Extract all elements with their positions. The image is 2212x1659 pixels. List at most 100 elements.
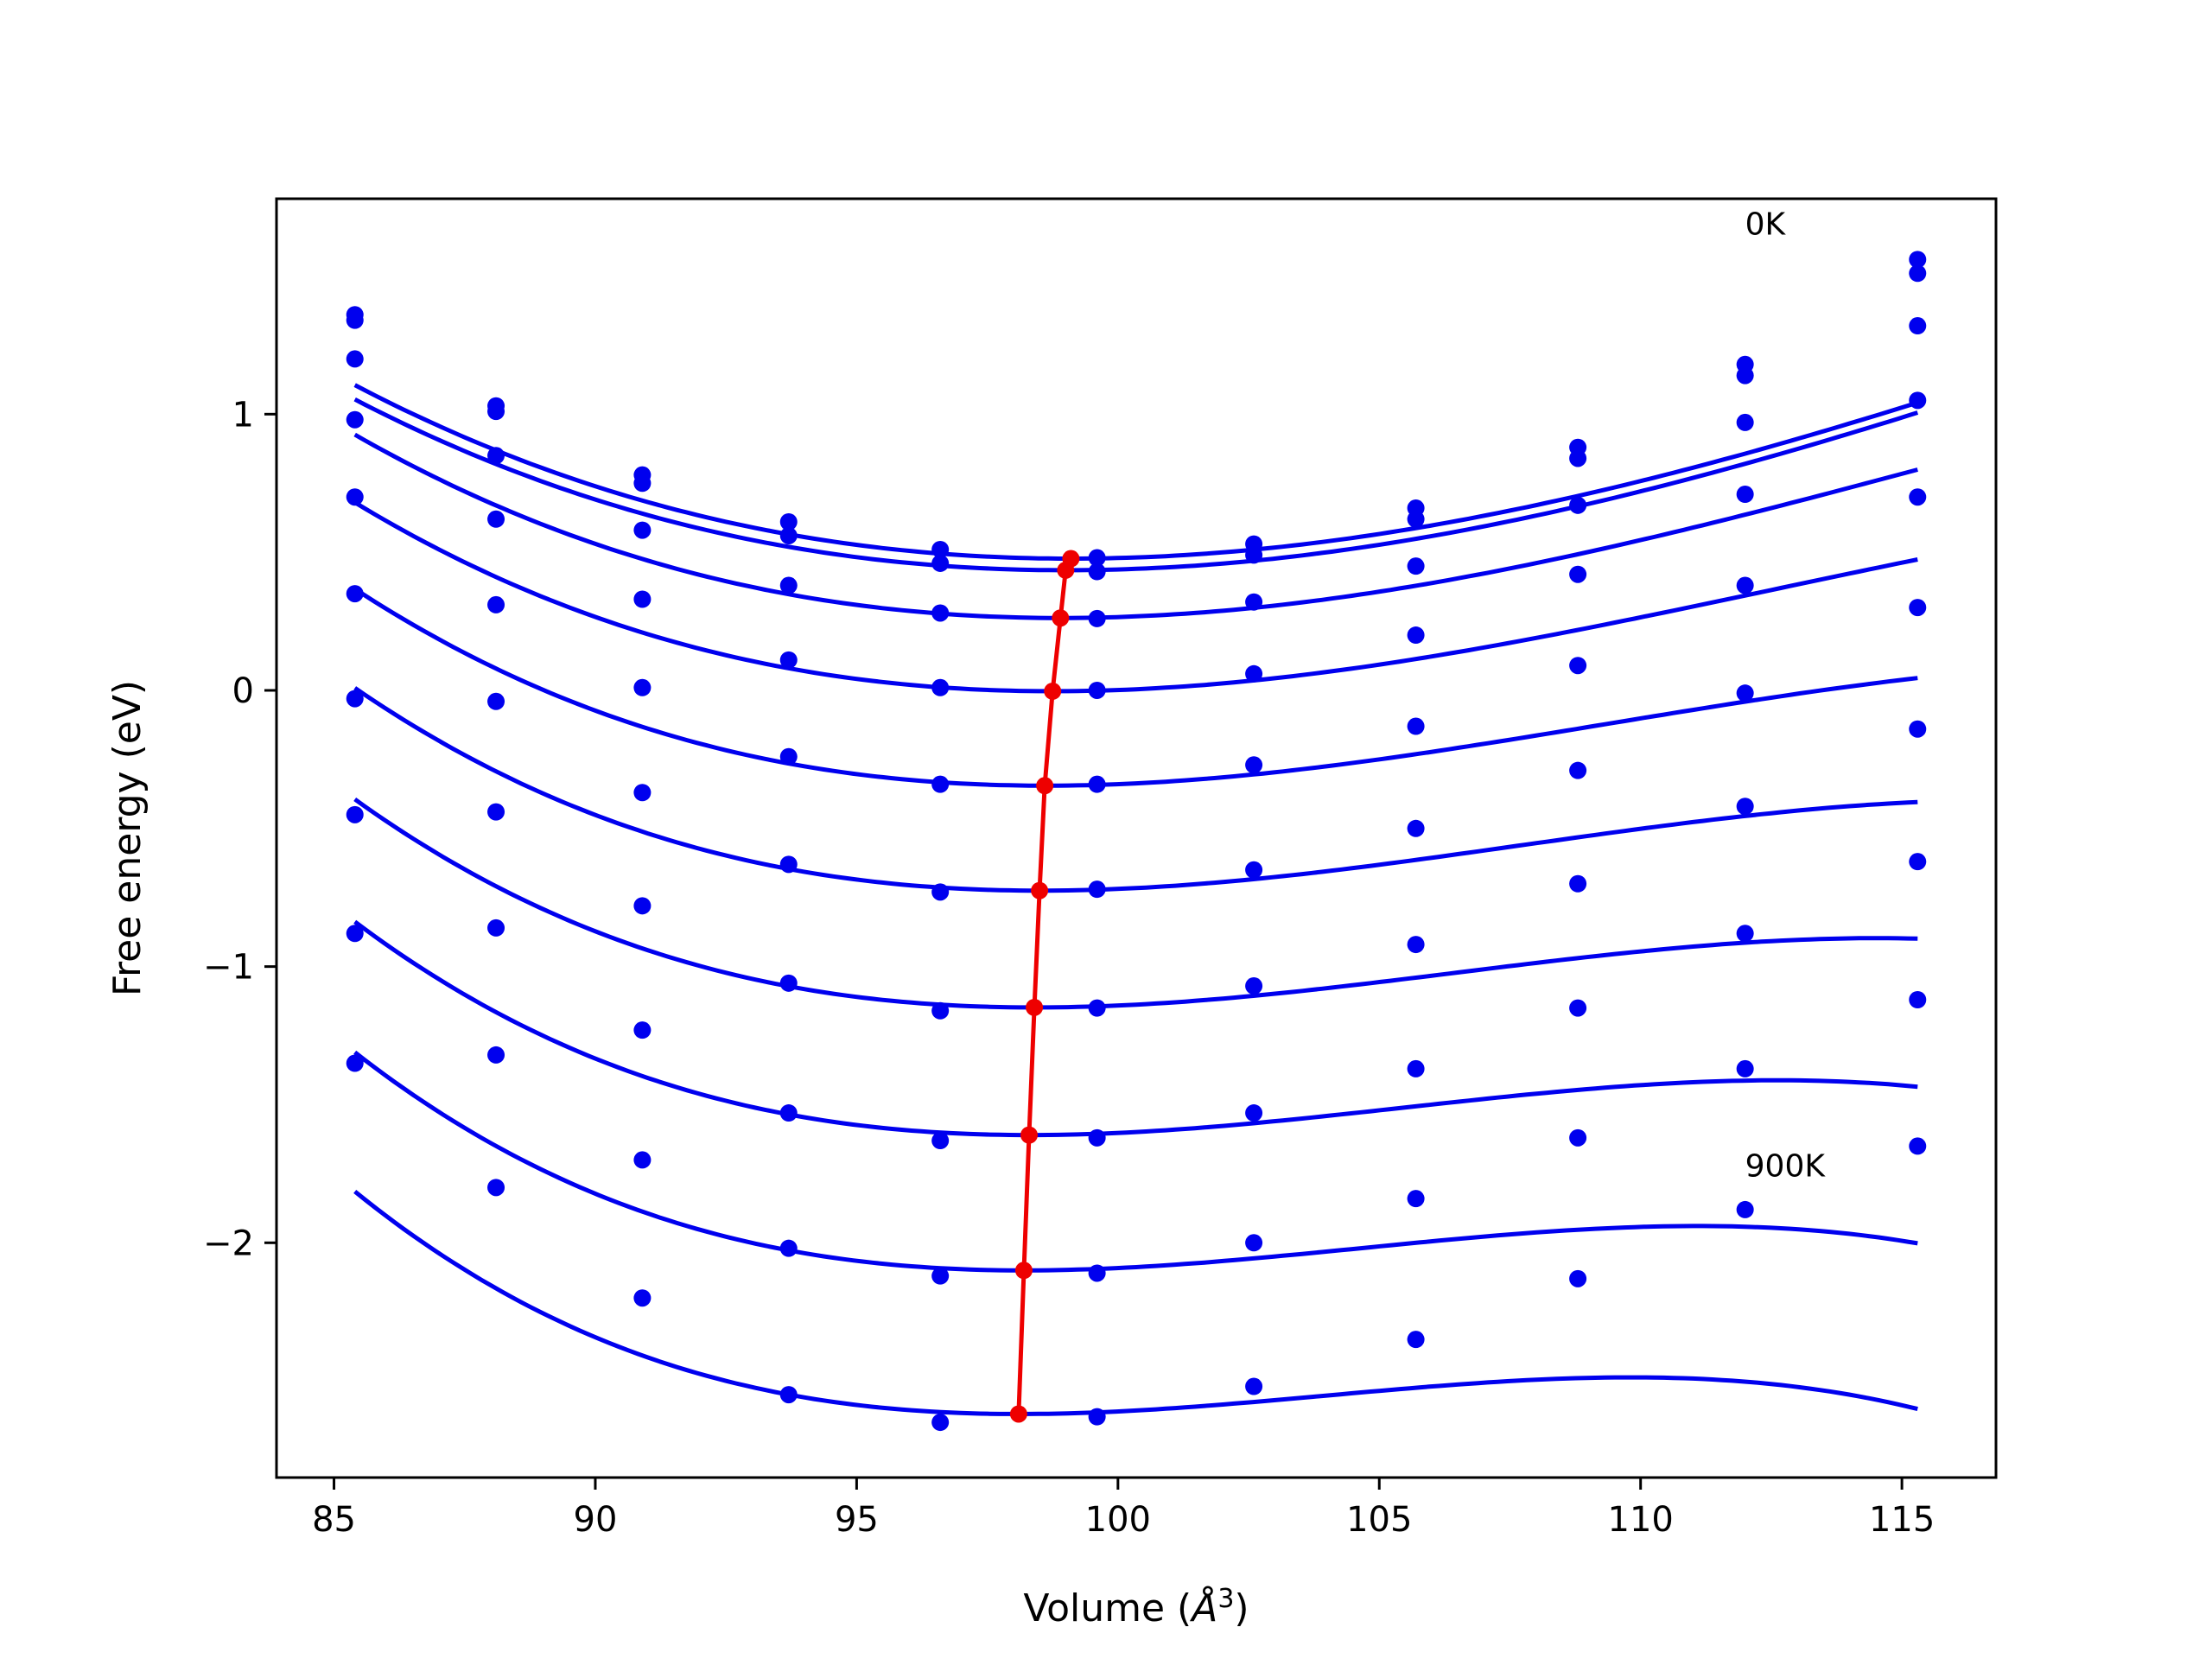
data-point [931, 883, 950, 901]
data-point [1736, 925, 1754, 943]
data-point [633, 1151, 652, 1169]
data-point [487, 1046, 505, 1064]
data-point [346, 350, 364, 368]
minimum-point [1031, 881, 1049, 899]
data-point [1407, 717, 1425, 735]
data-point [633, 1289, 652, 1307]
data-point [1909, 720, 1927, 738]
data-point [1088, 549, 1106, 567]
data-point [1245, 1377, 1263, 1395]
data-point [1569, 999, 1587, 1017]
data-point [1407, 819, 1425, 837]
data-point [487, 803, 505, 821]
annotations: 0K 900K [1745, 207, 1827, 1185]
y-tick-label: −2 [203, 1224, 254, 1263]
data-point [633, 1021, 652, 1039]
x-tick-label: 85 [312, 1500, 356, 1540]
data-point [1736, 366, 1754, 385]
x-tick-label: 95 [835, 1500, 879, 1540]
data-point [487, 1179, 505, 1197]
fit-curve-8 [353, 1050, 1918, 1273]
data-point [487, 447, 505, 465]
data-point [1736, 576, 1754, 594]
x-axis-label: Volume (Å3) [1023, 1584, 1249, 1630]
data-point [779, 1104, 798, 1122]
data-point [633, 897, 652, 915]
data-point [1736, 1059, 1754, 1077]
data-point [633, 784, 652, 802]
fit-curve-0 [353, 383, 1919, 561]
data-point [1407, 510, 1425, 528]
data-point [931, 604, 950, 622]
data-point [1088, 999, 1106, 1017]
data-point [1088, 880, 1106, 899]
data-point [346, 488, 364, 506]
data-point [1909, 1137, 1927, 1155]
data-point [779, 1386, 798, 1404]
data-point [633, 521, 652, 539]
data-point [1909, 990, 1927, 1008]
data-point [1245, 1104, 1263, 1122]
data-point [1909, 391, 1927, 410]
data-point [1909, 317, 1927, 335]
data-point [1909, 251, 1927, 269]
minimum-path-line [1016, 557, 1073, 1414]
minimum-point [1052, 609, 1070, 627]
x-tick-label: 105 [1346, 1500, 1412, 1540]
minimum-point [1020, 1126, 1039, 1144]
minimum-point [1026, 998, 1044, 1016]
data-point [1088, 563, 1106, 581]
minimum-point [1036, 777, 1054, 795]
data-point [346, 410, 364, 429]
data-point [1736, 798, 1754, 816]
data-point [931, 1001, 950, 1020]
data-points [346, 251, 1927, 1432]
data-point [1407, 1331, 1425, 1349]
data-point [779, 512, 798, 531]
minimum-point [1044, 682, 1062, 700]
data-point [346, 1054, 364, 1072]
data-point [1407, 1190, 1425, 1208]
fit-curve-3 [353, 500, 1918, 694]
x-axis-ticks: 85 90 95 100 105 110 115 [312, 1478, 1935, 1540]
data-point [1245, 664, 1263, 683]
data-point [346, 311, 364, 329]
plot-frame [275, 197, 1998, 1479]
fit-curve-9 [353, 1189, 1918, 1417]
data-point [779, 576, 798, 594]
fit-curve-1 [353, 397, 1919, 573]
data-point [1569, 1269, 1587, 1287]
x-tick-label: 110 [1608, 1500, 1674, 1540]
data-point [1245, 1234, 1263, 1252]
data-point [1088, 775, 1106, 793]
data-point [1569, 496, 1587, 514]
data-point [346, 585, 364, 603]
annotation-label: 900K [1745, 1149, 1827, 1185]
data-point [1245, 546, 1263, 564]
y-tick-label: 1 [232, 395, 254, 435]
fit-curve-2 [353, 432, 1918, 620]
data-point [633, 474, 652, 493]
data-point [1569, 1128, 1587, 1147]
data-point [633, 678, 652, 696]
data-point [1569, 874, 1587, 893]
x-tick-label: 90 [574, 1500, 618, 1540]
annotation-label: 0K [1745, 207, 1787, 243]
data-point [1407, 557, 1425, 575]
data-point [1909, 488, 1927, 506]
data-point [1245, 756, 1263, 774]
fit-curve-4 [353, 587, 1918, 788]
data-point [487, 403, 505, 421]
data-point [1088, 1128, 1106, 1147]
data-point [1736, 1200, 1754, 1218]
data-point [1736, 684, 1754, 702]
data-point [346, 925, 364, 943]
data-point [1736, 486, 1754, 504]
data-point [779, 974, 798, 992]
data-point [1569, 449, 1587, 467]
data-point [1088, 609, 1106, 627]
fit-curve-5 [353, 686, 1918, 893]
fit-curve-7 [353, 919, 1918, 1138]
x-tick-label: 115 [1869, 1500, 1935, 1540]
